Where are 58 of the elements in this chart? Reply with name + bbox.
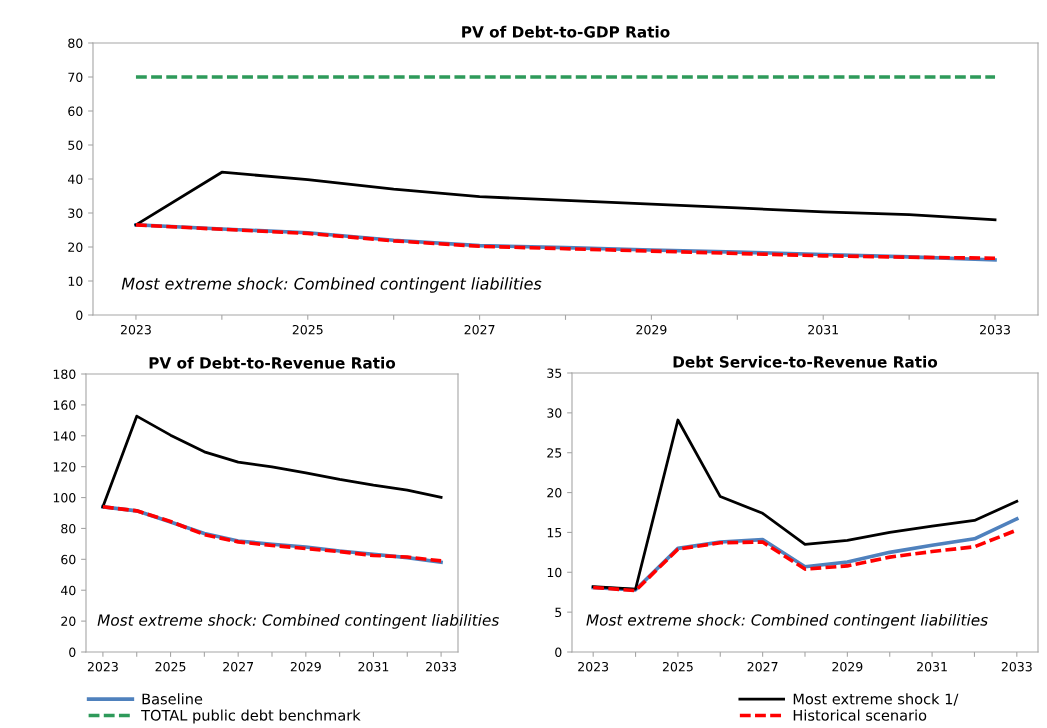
y-tick-label: 10 [68,276,83,286]
legend-label: Most extreme shock 1/ [793,693,959,706]
x-tick-label: 2029 [290,661,321,672]
y-tick-label: 15 [547,528,562,538]
y-tick-label: 140 [53,431,76,441]
line-series [591,418,1019,591]
y-tick-label: 35 [547,368,562,378]
y-tick-label: 120 [53,462,76,472]
line-series [101,414,443,509]
x-tick-label: 2033 [1001,661,1032,672]
y-tick-label: 160 [53,400,76,410]
legend-label: Historical scenario [793,709,927,721]
y-tick-label: 10 [547,567,562,578]
x-tick-label: 2029 [832,661,863,672]
chart-title: PV of Debt-to-GDP Ratio [462,25,670,38]
y-tick-label: 25 [547,448,562,458]
x-tick-label: 2023 [578,661,609,672]
x-tick-label: 2031 [358,661,389,672]
y-tick-label: 5 [555,607,562,618]
y-tick-label: 30 [68,208,83,218]
y-tick-label: 0 [69,647,76,657]
y-tick-label: 80 [68,38,83,48]
x-tick-label: 2025 [662,661,693,672]
y-tick-label: 20 [547,488,562,498]
x-tick-label: 2031 [917,661,947,672]
x-tick-label: 2027 [747,661,778,672]
y-tick-label: 180 [53,369,76,379]
y-tick-label: 100 [53,493,76,503]
chart-title: Debt Service-to-Revenue Ratio [673,355,938,368]
x-tick-label: 2025 [155,661,186,672]
y-tick-label: 70 [68,72,83,82]
x-tick-label: 2033 [426,661,456,672]
y-tick-label: 60 [68,106,83,116]
y-tick-label: 0 [555,647,562,657]
x-tick-label: 2023 [120,324,151,335]
x-tick-label: 2025 [292,324,323,335]
y-tick-label: 60 [61,554,76,565]
annotation: Most extreme shock: Combined contingent liabilities [586,613,988,629]
line-series [134,170,997,227]
chart-title: PV of Debt-to-Revenue Ratio [149,356,396,369]
legend-label: Baseline [142,693,203,705]
y-tick-label: 40 [60,585,76,596]
x-tick-label: 2033 [980,324,1010,335]
x-tick-label: 2023 [87,661,118,672]
legend-label: TOTAL public debt benchmark [141,709,361,724]
annotation: Most extreme shock: Combined contingent liabilities [121,277,542,293]
y-tick-label: 50 [68,140,83,150]
x-tick-label: 2031 [808,324,838,335]
y-tick-label: 80 [61,523,76,534]
x-tick-label: 2029 [636,324,667,335]
y-tick-label: 20 [61,616,76,627]
x-tick-label: 2027 [223,661,254,672]
annotation: Most extreme shock: Combined contingent liabilities [97,614,499,629]
y-tick-label: 20 [68,242,83,252]
y-tick-label: 30 [547,408,562,418]
x-tick-label: 2027 [464,324,495,335]
y-tick-label: 0 [76,310,83,320]
y-tick-label: 40 [67,174,83,184]
